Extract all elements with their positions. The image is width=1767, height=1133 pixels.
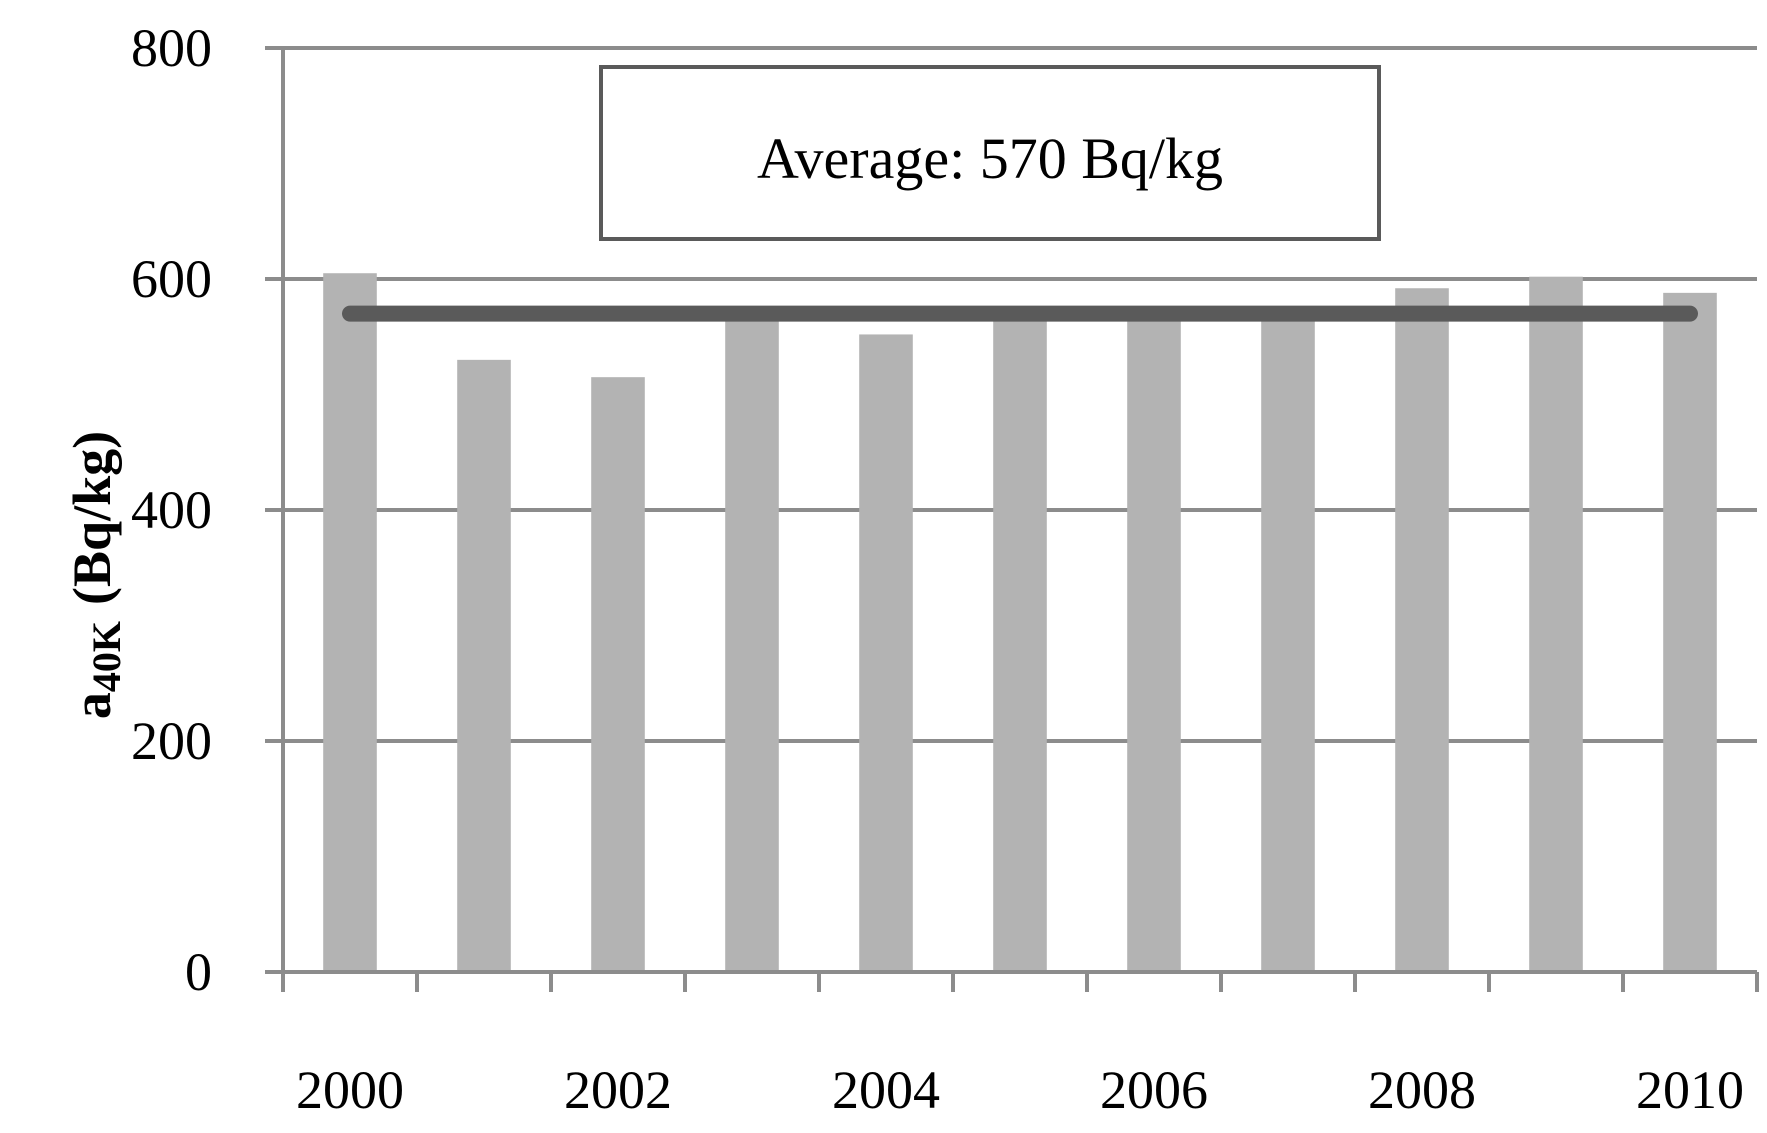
y-axis-label-units: (Bq/kg) [62, 431, 122, 605]
x-tick-label-2002: 2002 [564, 1060, 672, 1120]
x-tick-labels: 2000 2002 2004 2006 2008 2010 [296, 1060, 1744, 1120]
average-annotation-box [599, 65, 1381, 241]
y-axis-label: a40K (Bq/kg) [62, 431, 129, 719]
x-tick-label-2006: 2006 [1100, 1060, 1208, 1120]
bar-2010 [1663, 292, 1717, 972]
y-axis-label-main: a [62, 692, 122, 719]
y-tick-label-800: 800 [131, 18, 212, 78]
y-tick-label-0: 0 [185, 942, 212, 1002]
bar-2000 [323, 273, 377, 973]
bar-2003 [725, 315, 779, 973]
bar-2009 [1529, 276, 1583, 972]
y-tick-label-600: 600 [131, 249, 212, 309]
bar-2008 [1395, 288, 1449, 972]
bar-2004 [859, 334, 913, 972]
average-annotation: Average: 570 Bq/kg [599, 65, 1381, 241]
bar-2002 [591, 377, 645, 972]
y-tick-label-200: 200 [131, 711, 212, 771]
average-annotation-text: Average: 570 Bq/kg [757, 126, 1223, 191]
x-tick-label-2004: 2004 [832, 1060, 940, 1120]
bars [323, 273, 1717, 973]
bar-2005 [993, 313, 1047, 972]
x-tick-label-2010: 2010 [1636, 1060, 1744, 1120]
bar-2006 [1127, 313, 1181, 972]
bar-2001 [457, 359, 511, 973]
x-tick-label-2000: 2000 [296, 1060, 404, 1120]
y-tick-label-400: 400 [131, 480, 212, 540]
y-axis-label-subscript: 40K [84, 621, 129, 692]
x-tick-label-2008: 2008 [1368, 1060, 1476, 1120]
y-tick-labels: 0 200 400 600 800 [131, 18, 283, 1002]
bar-2007 [1261, 313, 1315, 972]
